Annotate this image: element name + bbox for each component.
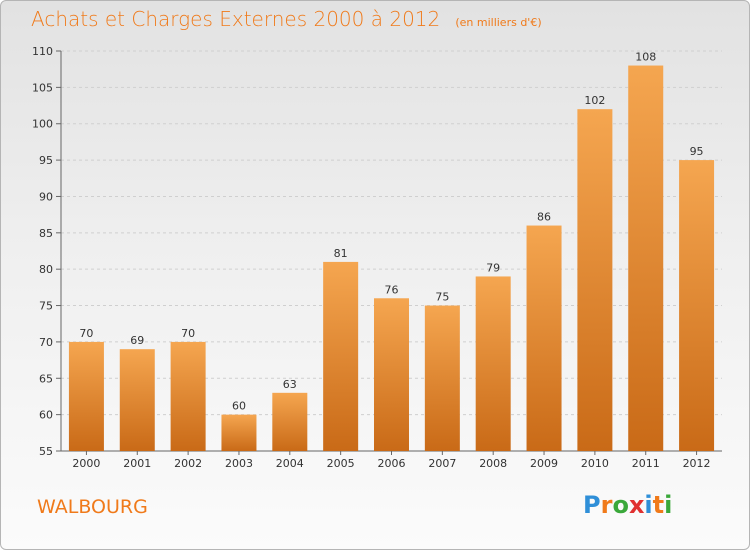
logo-letter: r xyxy=(600,491,613,519)
y-tick-label: 90 xyxy=(39,190,53,203)
data-label: 69 xyxy=(130,334,144,347)
x-tick-label: 2008 xyxy=(479,457,507,470)
data-label: 60 xyxy=(232,400,246,413)
data-label: 63 xyxy=(283,378,297,391)
y-tick-label: 100 xyxy=(32,118,53,131)
x-tick-label: 2007 xyxy=(428,457,456,470)
bar xyxy=(68,341,104,451)
data-label: 102 xyxy=(584,94,605,107)
data-label: 108 xyxy=(635,51,656,64)
y-tick-label: 110 xyxy=(32,45,53,58)
data-label: 86 xyxy=(537,211,551,224)
y-tick-label: 95 xyxy=(39,154,53,167)
data-label: 95 xyxy=(690,145,704,158)
x-tick-label: 2006 xyxy=(378,457,406,470)
logo-letter: x xyxy=(628,491,645,519)
chart-subtitle: (en milliers d'€) xyxy=(455,16,542,29)
chart-title: Achats et Charges Externes 2000 à 2012 xyxy=(31,7,441,31)
logo-letter: i xyxy=(644,491,653,519)
x-tick-label: 2001 xyxy=(123,457,151,470)
bar xyxy=(424,305,460,451)
logo-letter: t xyxy=(652,491,665,519)
bar xyxy=(577,109,613,451)
y-tick-label: 85 xyxy=(39,227,53,240)
data-labels: 70 69 70 60 63 81 76 75 79 86 102 108 95 xyxy=(79,51,703,413)
chart-header: Achats et Charges Externes 2000 à 2012 (… xyxy=(31,7,542,31)
tick-labels: 55 60 65 70 75 80 85 90 95 100 105 110 2000 2001 2002 2… xyxy=(32,45,711,470)
y-tick-label: 80 xyxy=(39,263,53,276)
bar xyxy=(679,160,715,451)
data-label: 75 xyxy=(435,291,449,304)
y-tick-label: 60 xyxy=(39,409,53,422)
x-tick-label: 2011 xyxy=(632,457,660,470)
x-tick-label: 2010 xyxy=(581,457,609,470)
data-label: 79 xyxy=(486,261,500,274)
bar xyxy=(475,276,511,451)
x-tick-label: 2012 xyxy=(683,457,711,470)
logo-letter: i xyxy=(664,491,673,519)
x-tick-label: 2005 xyxy=(327,457,355,470)
data-label: 76 xyxy=(385,283,399,296)
bar xyxy=(272,392,308,451)
y-tick-label: 75 xyxy=(39,300,53,313)
x-tick-label: 2003 xyxy=(225,457,253,470)
bar xyxy=(170,341,206,451)
data-label: 81 xyxy=(334,247,348,260)
bar xyxy=(628,65,664,451)
proxiti-logo[interactable]: Proxiti xyxy=(583,491,672,519)
x-tick-label: 2000 xyxy=(72,457,100,470)
x-tick-label: 2004 xyxy=(276,457,304,470)
y-tick-label: 65 xyxy=(39,372,53,385)
x-tick-label: 2002 xyxy=(174,457,202,470)
bar xyxy=(119,349,155,451)
bar xyxy=(221,414,257,451)
bar xyxy=(323,261,359,451)
commune-name: WALBOURG xyxy=(37,496,148,518)
y-tick-label: 55 xyxy=(39,445,53,458)
data-label: 70 xyxy=(79,327,93,340)
y-tick-label: 70 xyxy=(39,336,53,349)
logo-letter: o xyxy=(612,491,629,519)
bar xyxy=(374,298,409,451)
y-tick-label: 105 xyxy=(32,81,53,94)
data-label: 70 xyxy=(181,327,195,340)
logo-letter: P xyxy=(583,491,601,519)
bar xyxy=(526,225,562,451)
bars xyxy=(68,65,715,451)
x-tick-label: 2009 xyxy=(530,457,558,470)
